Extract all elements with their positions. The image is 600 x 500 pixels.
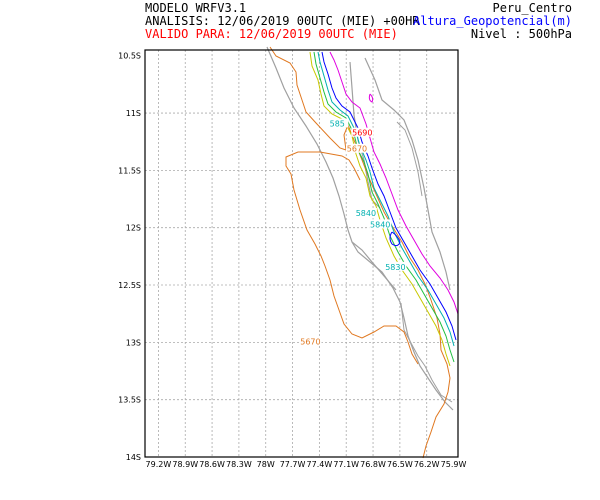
contour-blue: [321, 51, 457, 341]
lat-tick-label: 13S: [126, 338, 141, 347]
analysis-line: ANALISIS: 12/06/2019 00UTC (MIE) +00HR: [145, 14, 420, 28]
lon-tick-label: 79.2W: [146, 460, 172, 469]
coastline: [266, 46, 454, 411]
contour-labels: 5670 5670 5690 5840 5840 5830 585: [299, 118, 407, 346]
contour-label: 5690: [352, 129, 372, 138]
contour-cyan: [317, 51, 455, 347]
variable-label: Altura_Geopotencial(m): [413, 14, 572, 28]
lon-tick-label: 78W: [257, 460, 275, 469]
river-line: [400, 302, 453, 403]
river-line-2: [396, 121, 423, 197]
contour-label-bg: [351, 127, 374, 137]
lat-tick-label: 13.5S: [118, 396, 141, 405]
latitude-labels: 10.5S 11S 11.5S 12S 12.5S 13S 13.5S 14S: [118, 52, 141, 462]
contour-label-bg: [326, 118, 349, 128]
lat-tick-label: 10.5S: [118, 52, 141, 61]
contour-label-bg: [345, 143, 368, 153]
lon-tick-label: 75.9W: [441, 460, 467, 469]
lat-tick-label: 12.5S: [118, 281, 141, 290]
lat-tick-label: 11S: [126, 109, 141, 118]
contour-magenta: [329, 51, 459, 315]
contour-label: 5670: [300, 337, 320, 346]
model-title: MODELO WRFV3.1: [145, 1, 247, 15]
lon-tick-label: 78.9W: [172, 460, 198, 469]
lon-tick-label: 77.4W: [307, 460, 333, 469]
lon-tick-label: 76.2W: [414, 460, 440, 469]
graticule: [145, 50, 458, 457]
level-label: Nivel : 500hPa: [470, 27, 572, 41]
contour-label-bg: [354, 207, 377, 217]
contour-label: 5670: [347, 145, 367, 154]
valid-line: VALIDO PARA: 12/06/2019 00UTC (MIE): [145, 27, 398, 41]
lat-tick-label: 12S: [126, 224, 141, 233]
contour-label-bg: [299, 336, 322, 346]
longitude-labels: 79.2W 78.9W 78.6W 78.3W 78W 77.7W 77.4W 77.1W 76…: [146, 460, 467, 469]
contour-label: 585: [330, 120, 345, 129]
lat-tick-label: 14S: [126, 453, 141, 462]
contour-label: 5840: [370, 220, 390, 229]
border-line-east: [364, 57, 451, 291]
contour-label-bg: [369, 219, 392, 229]
border-line-inland: [351, 241, 397, 291]
lon-tick-label: 76.8W: [360, 460, 386, 469]
region-label: Peru_Centro: [492, 1, 572, 15]
map-frame: [144, 49, 459, 458]
contour-green: [313, 51, 455, 363]
lon-tick-label: 78.3W: [226, 460, 252, 469]
contour-5670: [269, 46, 451, 459]
contour-label: 5840: [356, 209, 376, 218]
contour-yellow: [309, 51, 451, 367]
lon-tick-label: 78.6W: [199, 460, 225, 469]
lon-tick-label: 77.1W: [333, 460, 359, 469]
contour-label: 5830: [385, 263, 405, 272]
lon-tick-label: 77.7W: [280, 460, 306, 469]
lon-tick-label: 76.5W: [387, 460, 413, 469]
contour-label-bg: [384, 261, 407, 271]
lat-tick-label: 11.5S: [118, 166, 141, 175]
